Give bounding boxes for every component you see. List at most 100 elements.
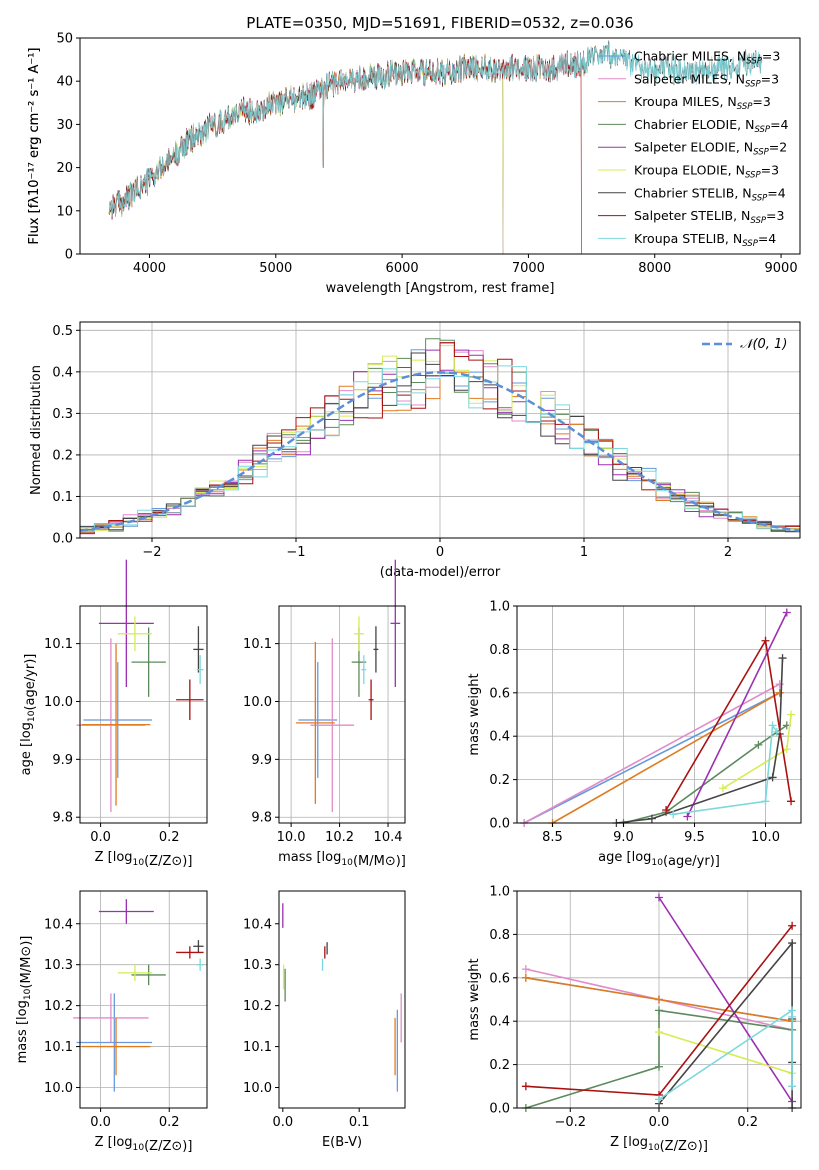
y-tick-label: 20 [56,161,73,176]
y-tick-label: 10.2 [44,999,73,1014]
y-tick-label: 50 [56,32,73,47]
y-tick-label: 9.8 [52,811,73,826]
weight-series [718,710,796,793]
mass-vs-metallicity-panel: 0.0 0.2 10.0 10.1 10.2 10.3 10.4 Z [log10(Z/Z⊙)… [15,890,208,1154]
plot-area [279,606,405,823]
weight-marker [521,965,530,974]
x-tick-label: −2 [142,545,161,560]
weight-series [662,636,796,814]
legend-label: Chabrier MILES, NSSP=3 [634,49,780,67]
y-tick-label: 40 [56,75,73,90]
spectrum-line [108,44,763,217]
y-axis-label: Flux [fλ10⁻¹⁷ erg cm⁻² s⁻¹ A⁻¹] [27,48,42,245]
weight-marker [521,973,530,982]
error-point [390,559,401,688]
legend-label: Chabrier ELODIE, NSSP=4 [634,117,789,135]
axes-frame [516,605,802,824]
y-tick-label: 10.1 [44,1040,73,1055]
weight-marker [647,814,656,823]
histograms [80,338,800,535]
error-point [298,662,338,778]
weight-marker [683,812,692,821]
x-axis-label: wavelength [Angstrom, rest frame] [326,281,555,296]
y-tick-label: 0.8 [489,928,510,943]
weight-line [686,612,788,817]
weight-marker [768,721,777,730]
y-tick-label: 9.9 [251,753,272,768]
y-tick-label: 10.3 [44,958,73,973]
error-point [196,958,204,971]
error-point [98,559,154,688]
x-tick-label: 7000 [512,261,545,276]
weight-marker [718,784,727,793]
error-point [81,1017,151,1076]
y-axis-label: mass [log10(M/M⊙)] [15,936,34,1064]
error-point [176,679,204,720]
weight-marker [782,745,791,754]
x-tick-label: −0.2 [554,1115,586,1130]
y-tick-label: 9.8 [251,811,272,826]
y-tick-label: 10.0 [243,695,272,710]
y-tick-label: 1.0 [489,885,510,900]
y-tick-label: 0.1 [52,490,73,505]
x-tick-label: 0.2 [159,830,180,845]
weight-marker [655,893,663,902]
y-tick-label: 0.4 [489,1015,510,1030]
y-tick-label: 0.8 [489,643,510,658]
y-axis-label: mass weight [467,673,482,755]
error-point [131,627,166,697]
weight-marker [662,805,671,814]
y-tick-label: 0.2 [489,773,510,788]
x-tick-label: 9.5 [684,830,705,845]
y-tick-label: 10.2 [243,999,272,1014]
residuals-panel: −2 −1 0 1 2 0.0 0.1 0.2 0.3 0.4 0.5 (data-model)/er… [29,321,801,580]
y-tick-label: 1.0 [489,600,510,615]
x-tick-label: −1 [286,545,305,560]
error-point [73,993,149,1043]
y-axis-label: mass weight [467,958,482,1040]
x-axis-label: mass [log10(M/M⊙)] [278,850,406,869]
weight-marker [788,921,797,930]
weight-marker [655,1006,663,1015]
axes-frame [79,890,208,1109]
y-tick-label: 10.0 [44,695,73,710]
axes-frame [278,890,406,1109]
x-axis-label: Z [log10(Z/Z⊙)] [95,1135,193,1154]
age-vs-metallicity-panel: 0.0 0.2 9.8 9.9 10.0 10.1 Z [log10(Z/Z⊙)] age [… [19,559,208,869]
weight-marker [782,608,791,617]
weight-series [521,921,797,1099]
weight-marker [778,654,787,663]
weight-line [525,1009,793,1109]
axes-frame [79,605,208,824]
y-tick-label: 10.0 [44,1081,73,1096]
legend: Chabrier MILES, NSSP=3 Salpeter MILES, NS… [598,49,789,249]
x-tick-label: 8000 [638,261,671,276]
y-tick-label: 0.0 [52,532,73,547]
weight-line [523,683,781,824]
weight-marker [655,1095,663,1104]
weight-marker [655,995,663,1004]
y-tick-label: 0 [65,248,73,263]
age-vs-mass-panel: 10.0 10.2 10.4 9.8 9.9 10.0 10.1 mass [log10(M/… [243,559,406,869]
x-tick-label: 8.5 [542,830,563,845]
weight-line [658,1031,793,1075]
legend-label: Kroupa ELODIE, NSSP=3 [634,163,779,181]
weight-marker [775,688,784,697]
plot-area [279,891,405,1108]
x-tick-label: 9000 [765,261,798,276]
weight-line [673,723,778,816]
weight-marker [787,797,796,806]
error-point [83,662,153,778]
legend-label: 𝒩(0, 1) [740,337,787,352]
legend-label: Chabrier STELIB, NSSP=4 [634,185,786,203]
y-tick-label: 0.6 [489,971,510,986]
plot-area [80,606,207,823]
y-axis-label: age [log10(age/yr)] [19,654,38,776]
x-tick-label: 5000 [259,261,292,276]
x-tick-label: 0.2 [159,1115,180,1130]
histogram-step [80,371,800,533]
x-tick-label: 0 [436,545,444,560]
y-tick-label: 10.1 [243,1040,272,1055]
x-tick-label: 6000 [386,261,419,276]
